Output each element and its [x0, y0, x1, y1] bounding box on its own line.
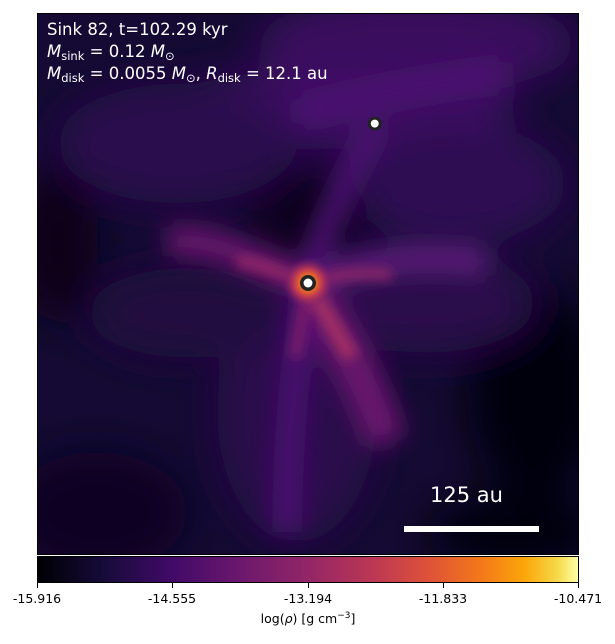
msink-value: = 0.12 — [84, 42, 151, 61]
colorbar-tick-label: -14.555 — [147, 591, 197, 606]
mdisk-symbol: M — [47, 64, 62, 83]
cbar-label-symbol: ρ — [284, 611, 293, 626]
colorbar-tick-label: -13.194 — [283, 591, 333, 606]
msun-sub: ⊙ — [164, 49, 175, 63]
density-map — [37, 13, 579, 555]
colorbar-tick — [172, 583, 173, 588]
sink-primary — [300, 275, 316, 291]
mdisk-sub: disk — [61, 71, 85, 85]
msun-symbol: M — [150, 42, 165, 61]
cbar-label-prefix: log( — [260, 611, 285, 626]
colorbar-tick — [578, 583, 579, 588]
colorbar-tick-label: -15.916 — [12, 591, 62, 606]
scale-bar — [404, 526, 539, 532]
colorbar-tick-label: -10.471 — [553, 591, 603, 606]
rdisk-sub: disk — [217, 71, 241, 85]
rdisk-value: = 12.1 au — [240, 64, 328, 83]
sink-mass: Msink = 0.12 M⊙ — [47, 42, 175, 62]
msink-sub: sink — [61, 49, 85, 63]
colorbar-tick — [443, 583, 444, 588]
mdisk-msun-sub: ⊙ — [185, 71, 196, 85]
colorbar-tick-label: -11.833 — [418, 591, 468, 606]
colorbar-label: log(ρ) [g cm−3] — [261, 611, 356, 626]
colorbar — [37, 556, 579, 583]
colorbar-tick — [37, 583, 38, 588]
separator: , — [195, 64, 207, 83]
colorbar-tick — [308, 583, 309, 588]
cbar-label-exp: −3 — [337, 611, 351, 621]
sink-companion — [367, 116, 382, 131]
rdisk-symbol: R — [206, 64, 218, 83]
msink-symbol: M — [47, 42, 62, 61]
scale-bar-label: 125 au — [430, 483, 503, 507]
cbar-label-mid: ) [g cm — [292, 611, 338, 626]
density-projection — [38, 14, 578, 554]
mdisk-value: = 0.0055 — [84, 64, 172, 83]
mdisk-msun-symbol: M — [171, 64, 186, 83]
disk-properties: Mdisk = 0.0055 M⊙, Rdisk = 12.1 au — [47, 64, 328, 84]
cbar-label-suffix: ] — [350, 611, 356, 626]
sink-title: Sink 82, t=102.29 kyr — [47, 20, 228, 39]
